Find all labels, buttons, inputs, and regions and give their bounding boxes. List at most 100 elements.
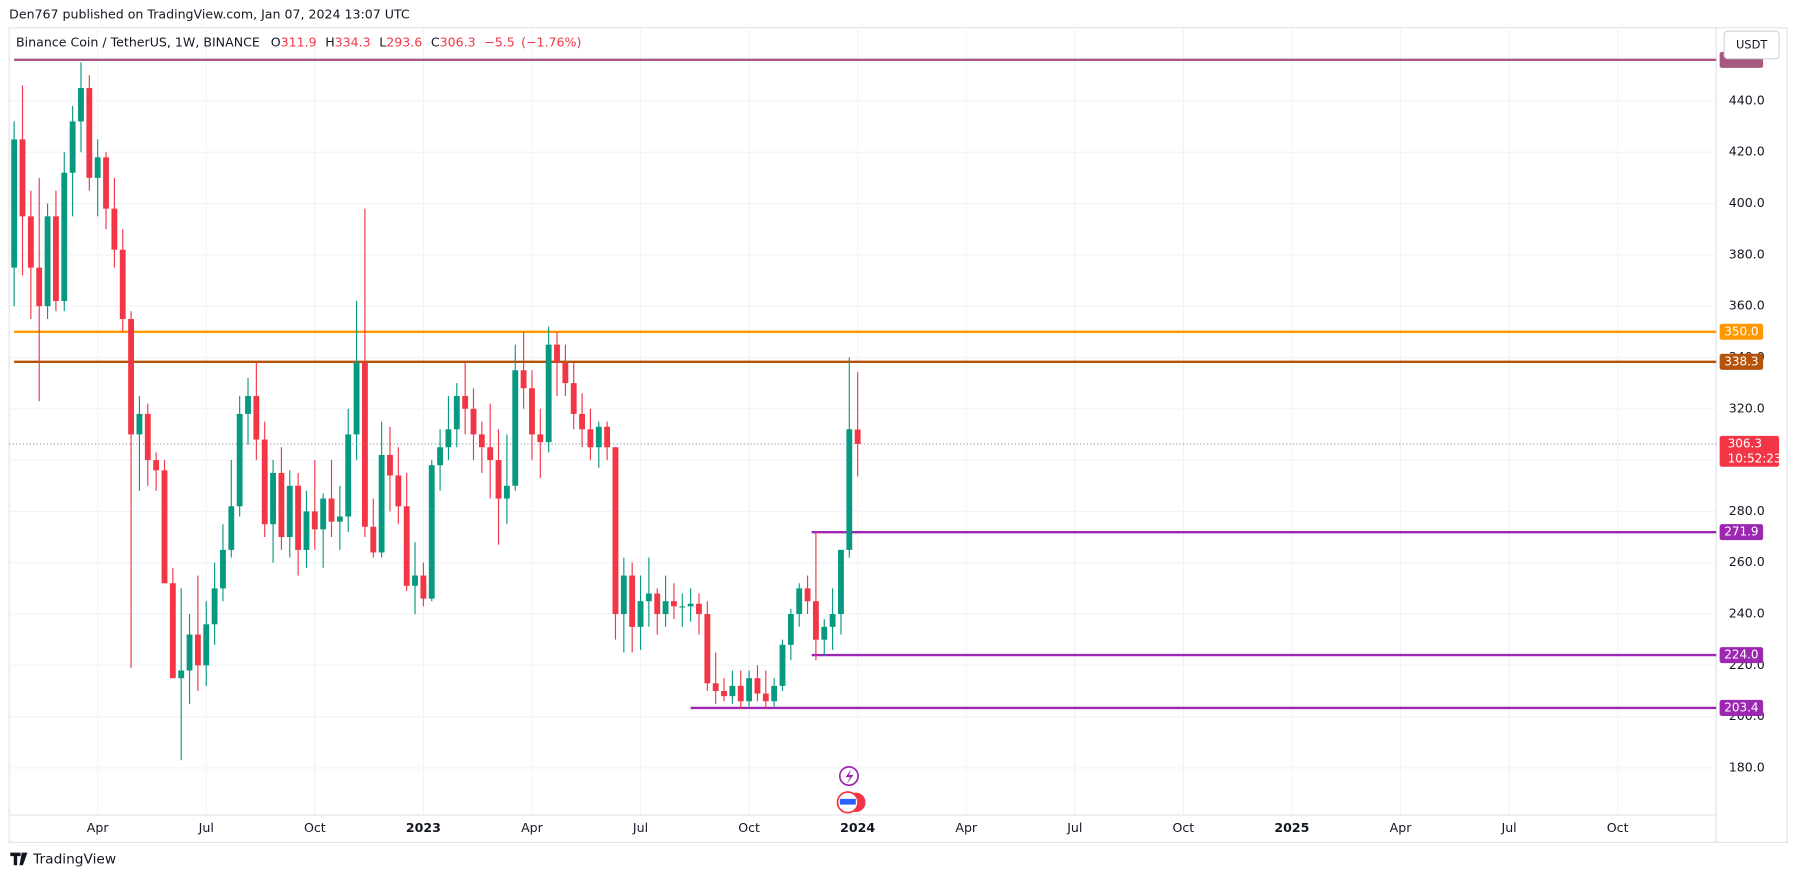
candle-body: [136, 413, 143, 435]
candle-body: [762, 693, 769, 702]
candle-body: [295, 485, 302, 550]
candle-body: [128, 318, 135, 435]
candle-body: [362, 362, 368, 527]
candle-body: [537, 434, 544, 443]
level-label: 203.4: [1724, 700, 1758, 714]
close-value: 306.3: [440, 34, 476, 49]
candle-body: [19, 139, 26, 217]
level-label: 271.9: [1724, 525, 1758, 539]
brand-name[interactable]: TradingView: [32, 852, 116, 868]
event-icon-glyph: [845, 769, 854, 785]
candle-body: [796, 588, 803, 615]
x-tick-label: Jul: [1066, 820, 1082, 835]
candle-body: [687, 603, 694, 607]
candle-body: [211, 588, 218, 625]
candle-body: [662, 601, 669, 615]
candle-body: [620, 575, 627, 615]
candle-body: [787, 614, 794, 645]
candle-body: [161, 470, 168, 584]
currency-button[interactable]: USDT: [1723, 30, 1780, 60]
candle-body: [629, 575, 636, 627]
candle-body: [94, 157, 101, 178]
legend: Binance Coin / TetherUS, 1W, BINANCE O31…: [16, 34, 581, 49]
candle-body: [478, 434, 485, 448]
candle-body: [320, 498, 327, 530]
candle-body: [220, 549, 226, 589]
candle-body: [812, 601, 819, 640]
candle-body: [771, 685, 778, 702]
candle-body: [503, 485, 510, 499]
candle-body: [520, 370, 527, 389]
candle-body: [303, 511, 310, 550]
candle-body: [821, 626, 828, 640]
symbol: Binance Coin / TetherUS, 1W, BINANCE: [16, 34, 260, 49]
event-icons[interactable]: [836, 766, 867, 814]
brand[interactable]: TradingView: [10, 852, 116, 868]
candle-body: [169, 583, 176, 679]
candle-body: [712, 683, 719, 691]
candle-body: [245, 395, 251, 414]
candle-body: [679, 606, 686, 608]
candle-body: [36, 267, 43, 307]
candle-body: [846, 429, 853, 550]
level-label-box: [1719, 524, 1764, 541]
candle-body: [579, 413, 585, 430]
y-tick-label: 280.0: [1729, 503, 1765, 518]
candle-body: [403, 506, 410, 586]
candle-body: [453, 395, 460, 430]
candle-body: [311, 511, 318, 530]
countdown: 10:52:23: [1728, 451, 1782, 465]
currency-button-box[interactable]: [1723, 30, 1780, 60]
candle-body: [696, 603, 702, 615]
y-tick-label: 360.0: [1729, 298, 1765, 313]
candle-body: [61, 172, 68, 302]
candle-body: [428, 465, 435, 599]
candle-body: [570, 383, 577, 414]
candle-body: [261, 439, 268, 525]
candle-body: [153, 460, 160, 471]
o-letter: O: [271, 34, 281, 49]
candle-body: [270, 472, 276, 525]
candle-body: [545, 344, 552, 443]
candle-body: [286, 485, 293, 538]
candle-body: [645, 593, 652, 602]
l-letter: L: [379, 34, 386, 49]
candle-body: [854, 429, 861, 444]
candle-body: [194, 634, 201, 666]
candle-body: [604, 426, 611, 448]
low-value: 293.6: [386, 34, 422, 49]
y-tick-label: 240.0: [1729, 606, 1765, 621]
currency[interactable]: USDT: [1736, 37, 1768, 51]
candle-body: [11, 139, 18, 268]
change: −5.5: [484, 34, 515, 49]
candle-body: [512, 370, 519, 486]
candle-body: [328, 498, 335, 522]
candle-body: [554, 344, 560, 363]
x-tick-label: 2024: [840, 820, 875, 835]
candle-body: [445, 429, 452, 448]
candle-body: [86, 88, 93, 178]
y-tick-label: 320.0: [1729, 400, 1765, 415]
candle-body: [103, 157, 109, 209]
x-tick-label: Oct: [1607, 820, 1629, 835]
candle-body: [729, 685, 736, 697]
candle-body: [111, 208, 118, 250]
candle-body: [27, 216, 34, 268]
chart-frame: [8, 27, 1788, 843]
x-tick-label: Apr: [87, 820, 110, 835]
candle-body: [144, 413, 151, 461]
last-price-box: [1719, 435, 1780, 467]
candle-body: [779, 644, 786, 686]
candle-body: [336, 516, 343, 522]
candles: [11, 62, 861, 761]
high-value: 334.3: [335, 34, 371, 49]
open-value: 311.9: [281, 34, 317, 49]
x-tick-label: Jul: [198, 820, 214, 835]
candle-body: [746, 678, 753, 702]
candle-body: [704, 614, 711, 684]
candle-body: [78, 88, 84, 122]
x-tick-label: Apr: [955, 820, 978, 835]
x-tick-label: Apr: [1390, 820, 1413, 835]
level-label-box: [1719, 699, 1764, 716]
